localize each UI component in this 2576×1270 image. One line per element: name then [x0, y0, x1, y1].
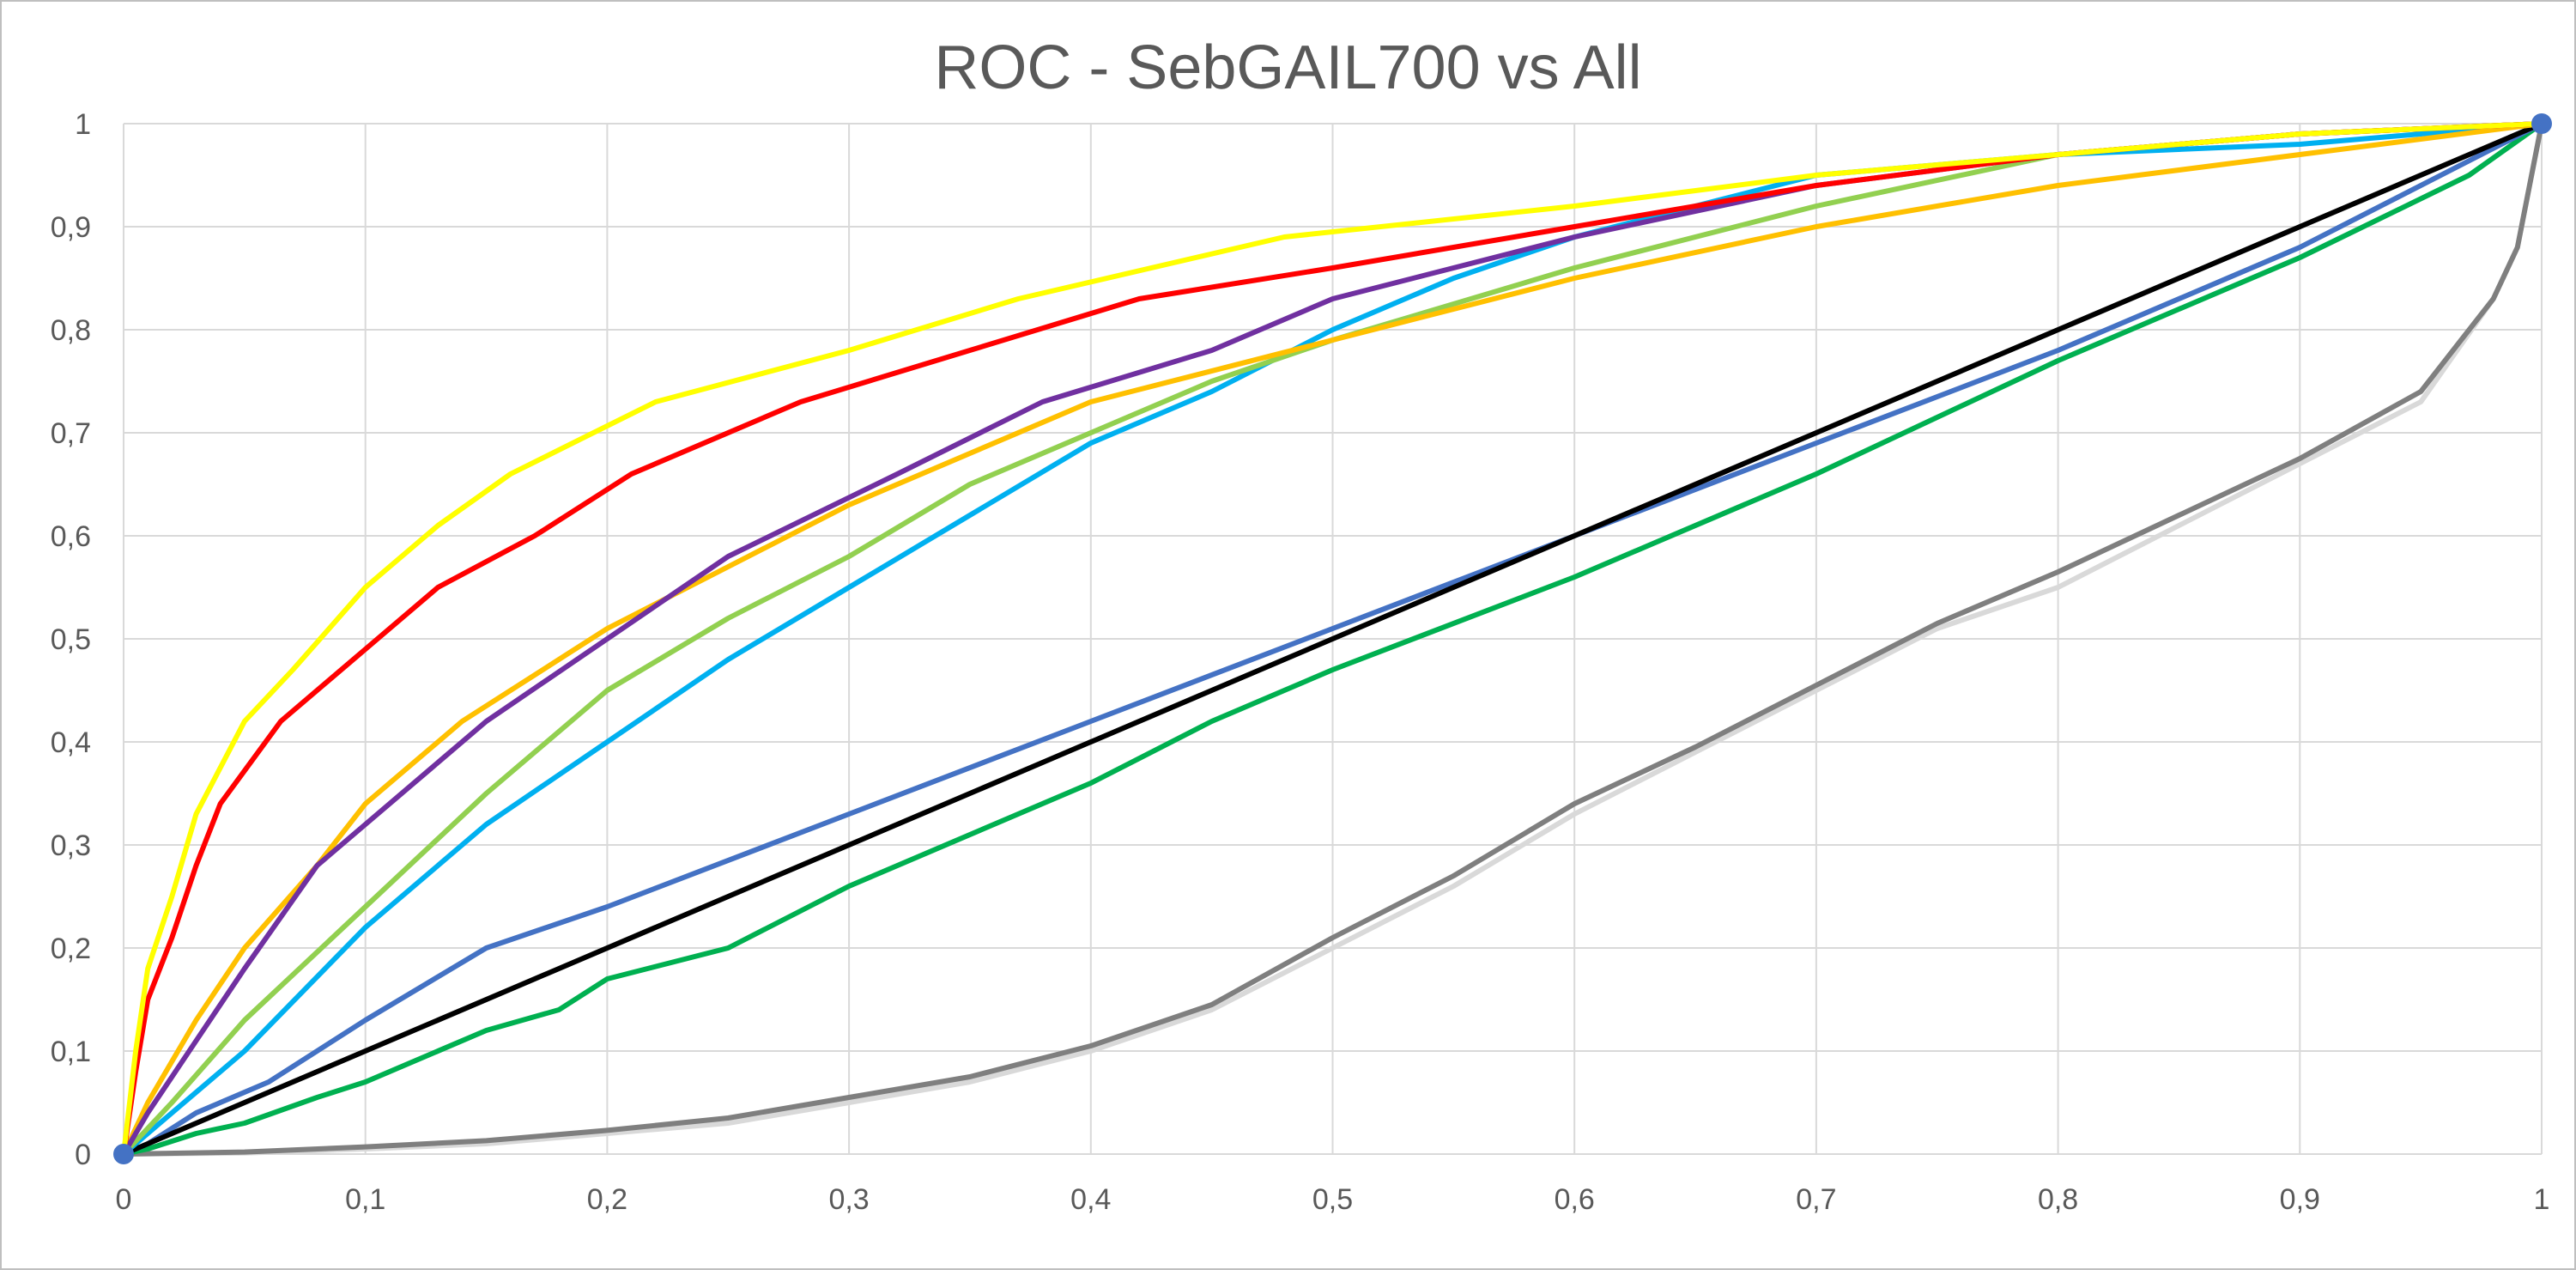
x-tick-label: 0,8 — [2038, 1183, 2078, 1216]
endpoint-marker-1 — [113, 1144, 134, 1164]
x-tick-label: 0,7 — [1796, 1183, 1836, 1216]
series-line-5 — [121, 121, 2544, 1157]
series-line-1 — [121, 121, 2544, 1157]
x-tick-label: 0,9 — [2280, 1183, 2320, 1216]
chart-title: ROC - SebGAIL700 vs All — [934, 33, 1642, 102]
x-tick-label: 0,1 — [345, 1183, 385, 1216]
y-tick-label: 0,8 — [51, 314, 91, 347]
y-tick-label: 1 — [75, 108, 91, 141]
x-tick-label: 0,2 — [587, 1183, 627, 1216]
y-tick-label: 0,5 — [51, 623, 91, 656]
x-tick-label: 0,5 — [1312, 1183, 1353, 1216]
y-tick-label: 0,4 — [51, 726, 91, 759]
x-tick-label: 0,6 — [1555, 1183, 1595, 1216]
series-line-2 — [121, 121, 2544, 1157]
series-line-3 — [121, 121, 2544, 1157]
grid — [123, 123, 2543, 1155]
series-line-4 — [121, 121, 2544, 1157]
y-tick-label: 0,2 — [51, 933, 91, 965]
y-tick-label: 0,6 — [51, 520, 91, 553]
x-tick-label: 0 — [116, 1183, 132, 1216]
x-tick-label: 1 — [2534, 1183, 2550, 1216]
y-tick-label: 0,1 — [51, 1036, 91, 1068]
x-axis-tick-labels: 0 0,1 0,2 0,3 0,4 0,5 0,6 0,7 0,8 0,9 1 — [116, 1183, 2550, 1216]
series-line-10 — [121, 121, 2544, 1157]
y-tick-label: 0,3 — [51, 829, 91, 862]
series-line-7 — [121, 121, 2544, 1157]
y-tick-label: 0,7 — [51, 417, 91, 450]
endpoint-markers — [113, 113, 2552, 1164]
series-line-11 — [121, 121, 2544, 1157]
x-tick-label: 0,3 — [828, 1183, 869, 1216]
y-axis-tick-labels: 0 0,1 0,2 0,3 0,4 0,5 0,6 0,7 0,8 0,9 1 — [51, 108, 91, 1171]
endpoint-marker-2 — [2531, 113, 2552, 134]
y-tick-label: 0 — [75, 1139, 91, 1171]
y-tick-label: 0,9 — [51, 211, 91, 244]
series-lines — [121, 121, 2544, 1157]
x-tick-label: 0,4 — [1070, 1183, 1111, 1216]
series-line-8 — [121, 121, 2544, 1157]
